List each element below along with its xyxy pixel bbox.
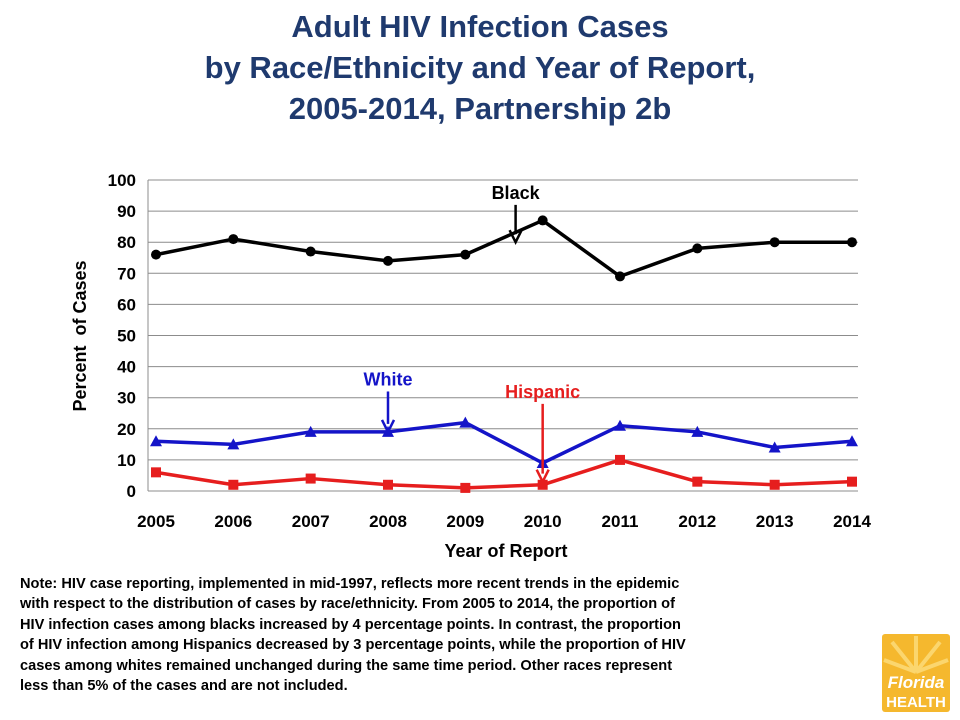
annotation-arrowhead-hispanic	[535, 469, 550, 485]
y-tick-label: 100	[108, 171, 136, 190]
data-point-hispanic	[847, 476, 857, 487]
logo-text-florida: Florida	[888, 673, 945, 692]
data-point-hispanic	[769, 479, 780, 490]
data-point-hispanic	[228, 479, 239, 490]
series-label-black: Black	[492, 183, 541, 203]
data-point-black	[460, 249, 471, 260]
florida-health-logo: Florida HEALTH	[878, 632, 954, 716]
y-tick-label: 60	[117, 295, 136, 314]
data-point-black	[305, 246, 316, 257]
y-tick-label: 40	[117, 358, 136, 377]
x-tick-label: 2007	[292, 512, 330, 531]
sun-rays-icon	[883, 636, 949, 674]
series-line-white	[155, 420, 853, 465]
data-point-black	[847, 237, 857, 248]
title-line-3: 2005-2014, Partnership 2b	[288, 91, 672, 126]
data-point-black	[769, 237, 780, 248]
title-line-2: by Race/Ethnicity and Year of Report,	[204, 50, 756, 85]
x-tick-label: 2011	[602, 512, 639, 531]
data-point-black	[537, 215, 548, 226]
y-tick-label: 0	[127, 482, 136, 501]
x-tick-label: 2013	[756, 512, 794, 531]
data-point-white	[768, 441, 781, 453]
series-label-white: White	[364, 369, 413, 389]
x-axis-title: Year of Report	[444, 541, 567, 561]
x-tick-label: 2009	[446, 512, 484, 531]
data-point-white	[150, 435, 162, 447]
data-point-black	[151, 249, 161, 260]
footnote-line-1: Note: HIV case reporting, implemented in…	[20, 576, 680, 592]
data-point-white	[304, 425, 317, 437]
data-point-black	[228, 234, 239, 245]
data-point-hispanic	[305, 473, 316, 484]
y-tick-label: 80	[117, 233, 136, 252]
data-point-hispanic	[383, 479, 393, 490]
x-tick-label: 2006	[214, 512, 252, 531]
line-chart: 0 10 20 30 40 50 60 70 80 90 100 2005 2006 2007 2008 20…	[70, 171, 871, 561]
data-point-hispanic	[615, 454, 625, 465]
y-axis-title: Percent of Cases	[70, 260, 90, 411]
x-tick-label: 2005	[137, 512, 175, 531]
annotation-arrowhead-white	[380, 419, 396, 435]
title-line-1: Adult HIV Infection Cases	[291, 9, 669, 44]
y-tick-label: 10	[117, 451, 136, 470]
footnote-line-3: HIV infection cases among blacks increas…	[20, 616, 681, 633]
y-tick-label: 90	[117, 202, 136, 221]
y-tick-label: 50	[117, 327, 136, 346]
data-point-white	[227, 438, 240, 450]
x-tick-label: 2008	[369, 512, 407, 531]
footnote-line-2: with respect to the distribution of case…	[20, 596, 675, 613]
data-point-black	[692, 243, 703, 254]
series-line-black	[155, 218, 852, 279]
y-tick-label: 70	[117, 264, 136, 283]
series-line-hispanic	[155, 458, 853, 490]
chart-title: Adult HIV Infection Cases by Race/Ethnic…	[60, 6, 900, 129]
data-point-black	[615, 271, 625, 282]
annotation-arrowhead-black	[508, 229, 523, 245]
x-tick-label: 2010	[524, 512, 562, 531]
data-point-hispanic	[460, 482, 471, 493]
data-point-white	[614, 419, 626, 431]
data-point-hispanic	[151, 467, 161, 478]
footnote-line-4: of HIV infection among Hispanics decreas…	[20, 637, 686, 654]
data-point-white	[691, 425, 704, 437]
y-tick-label: 20	[117, 420, 136, 439]
series-label-hispanic: Hispanic	[505, 382, 580, 402]
data-point-hispanic	[692, 476, 703, 487]
data-point-white	[459, 416, 472, 428]
y-tick-label: 30	[117, 389, 136, 408]
footnote-line-5: cases among whites remained unchanged du…	[20, 657, 673, 674]
footnote: Note: HIV case reporting, implemented in…	[20, 574, 880, 696]
data-point-white	[846, 435, 858, 447]
x-tick-label: 2014	[833, 512, 871, 531]
logo-text-health: HEALTH	[886, 694, 946, 711]
data-point-black	[383, 255, 393, 266]
footnote-line-6: less than 5% of the cases and are not in…	[20, 678, 348, 695]
x-tick-label: 2012	[678, 512, 716, 531]
data-point-hispanic	[537, 479, 548, 490]
